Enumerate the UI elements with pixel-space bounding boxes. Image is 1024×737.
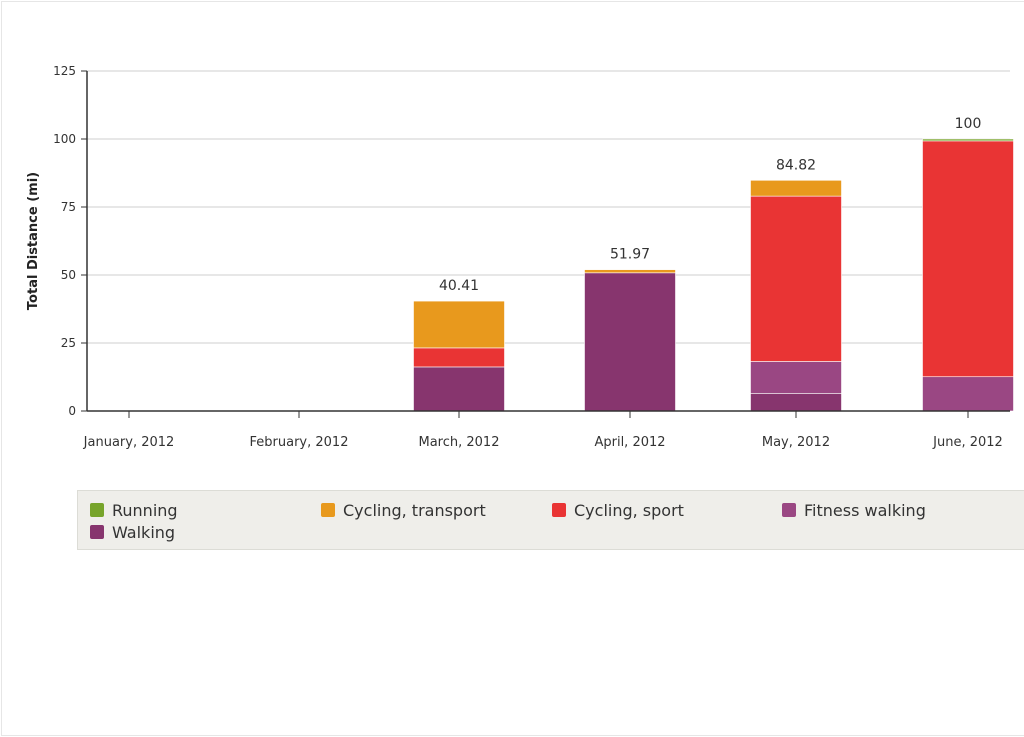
y-tick-label-75: 75: [61, 200, 76, 214]
legend-swatch-cycling-sport: [552, 503, 566, 517]
bar-2-cycling-transport: [413, 300, 505, 349]
bar-5-fitness-walking: [922, 376, 1014, 412]
bar-total-label-2: 40.41: [439, 278, 479, 294]
bar-total-label-5: 100: [955, 116, 982, 132]
legend-item-cycling-transport[interactable]: Cycling, transport: [321, 500, 486, 520]
legend-label-running: Running: [112, 500, 178, 520]
bar-5-cycling-sport: [922, 140, 1014, 378]
legend: Running Cycling, transport Cycling, spor…: [77, 490, 1024, 550]
legend-label-fitness-walking: Fitness walking: [804, 500, 926, 520]
grid-lines: [87, 70, 1010, 344]
bar-3-walking: [584, 272, 676, 412]
bar-total-label-4: 84.82: [776, 157, 816, 173]
legend-item-cycling-sport[interactable]: Cycling, sport: [552, 500, 684, 520]
labels-layer: 0 25 50 75 100 125 January, 2012 February, 2012…: [53, 64, 1003, 450]
x-tick-label-0: January, 2012: [83, 435, 175, 450]
x-tick-label-3: April, 2012: [594, 435, 665, 450]
bar-4-cycling-sport: [750, 195, 842, 362]
legend-label-cycling-sport: Cycling, sport: [574, 500, 684, 520]
legend-label-walking: Walking: [112, 522, 176, 542]
y-axis-title: Total Distance (mi): [26, 172, 41, 310]
x-tick-label-5: June, 2012: [932, 435, 1003, 450]
bar-5-running: [922, 138, 1014, 142]
legend-swatch-fitness-walking: [782, 503, 796, 517]
legend-item-fitness-walking[interactable]: Fitness walking: [782, 500, 926, 520]
legend-swatch-cycling-transport: [321, 503, 335, 517]
y-tick-label-100: 100: [53, 132, 76, 146]
y-tick-label-50: 50: [61, 268, 76, 282]
bar-4-fitness-walking: [750, 361, 842, 394]
bar-4-walking: [750, 393, 842, 412]
y-tick-label-0: 0: [68, 404, 76, 418]
legend-item-walking[interactable]: Walking: [90, 522, 175, 542]
x-tick-label-2: March, 2012: [419, 435, 500, 450]
bar-total-label-3: 51.97: [610, 247, 650, 263]
x-tick-label-4: May, 2012: [762, 435, 830, 450]
legend-swatch-running: [90, 503, 104, 517]
y-tick-label-125: 125: [53, 64, 76, 78]
bar-2-cycling-sport: [413, 347, 505, 368]
bars-layer: [413, 138, 1014, 412]
y-tick-label-25: 25: [61, 336, 76, 350]
legend-item-running[interactable]: Running: [90, 500, 178, 520]
bar-4-cycling-transport: [750, 179, 842, 197]
x-tick-label-1: February, 2012: [250, 435, 349, 450]
axes-layer: [81, 70, 1010, 418]
bar-3-cycling-transport: [584, 269, 676, 274]
legend-label-cycling-transport: Cycling, transport: [343, 500, 486, 520]
bar-2-walking: [413, 366, 505, 412]
legend-swatch-walking: [90, 525, 104, 539]
